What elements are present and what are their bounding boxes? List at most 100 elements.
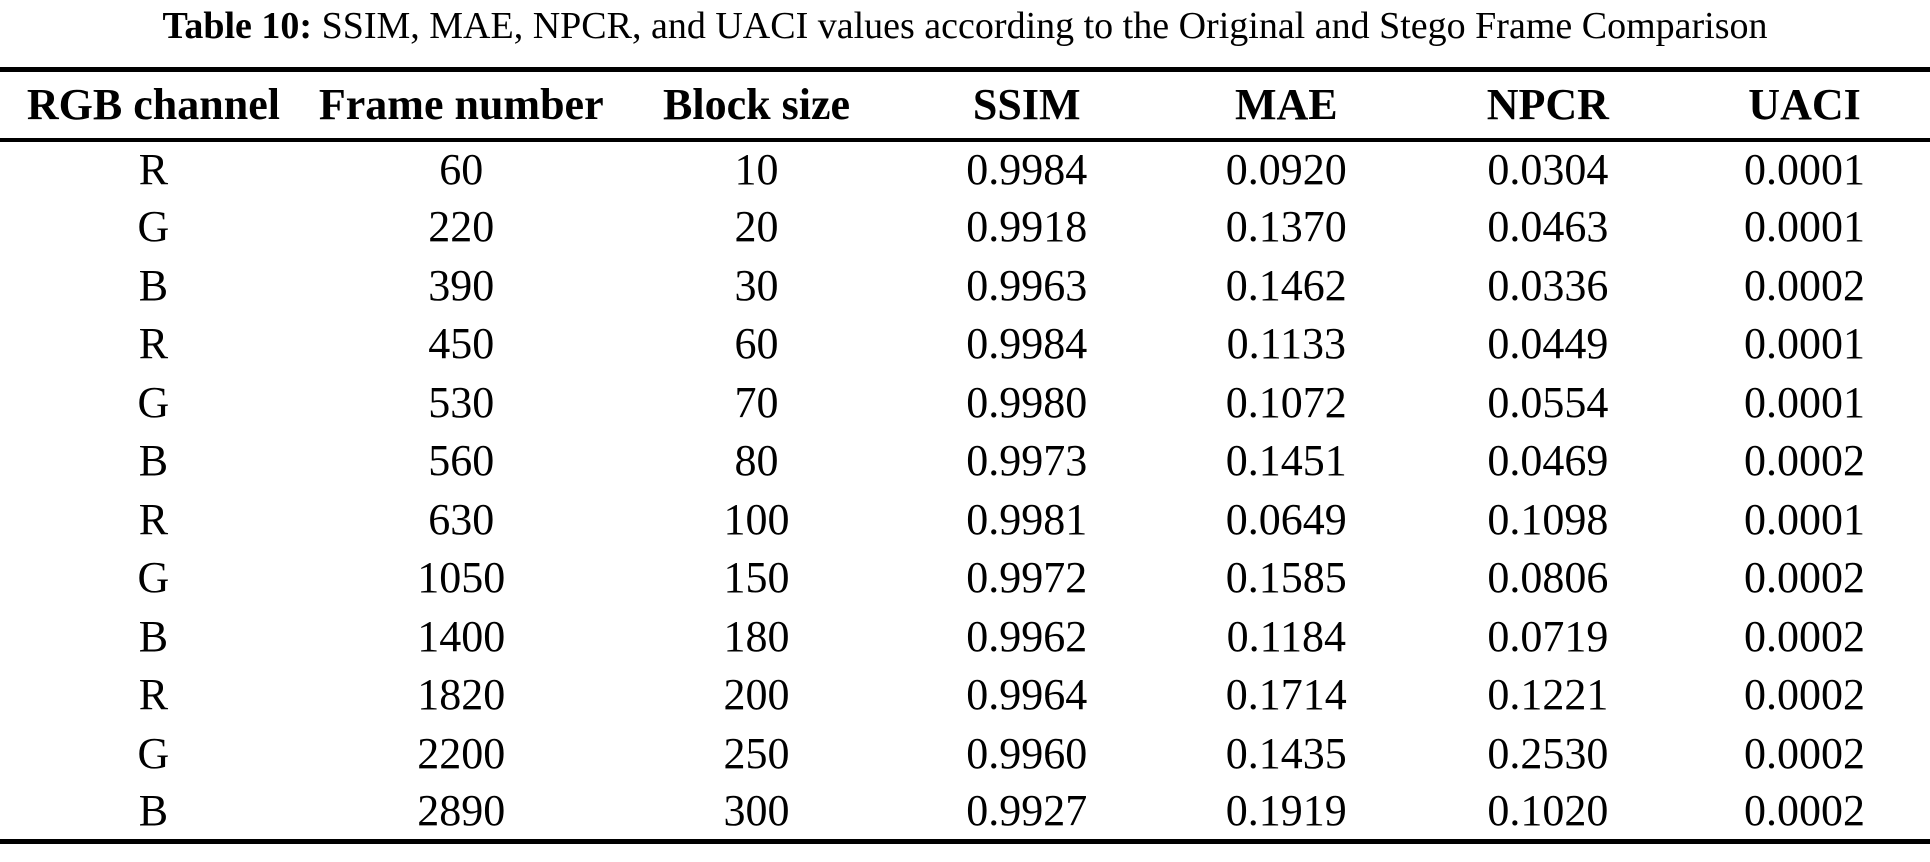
- table-cell: 0.9918: [966, 202, 1088, 252]
- table-row: G 530 70 0.9980 0.1072 0.0554 0.0001: [0, 374, 1930, 433]
- table-cell: 0.0002: [1744, 728, 1866, 778]
- table-cell: 0.1133: [1226, 319, 1346, 369]
- table-cell: G: [137, 377, 170, 427]
- table-cell: 150: [723, 553, 790, 603]
- table-cell: B: [138, 260, 169, 310]
- table-cell: 0.0002: [1744, 260, 1866, 310]
- table-cell: 200: [723, 670, 790, 720]
- table-cell: 80: [734, 436, 779, 486]
- table-cell: 560: [428, 436, 495, 486]
- table-cell: 100: [723, 494, 790, 544]
- table-row: G 220 20 0.9918 0.1370 0.0463 0.0001: [0, 198, 1930, 257]
- table-row: G 2200 250 0.9960 0.1435 0.2530 0.0002: [0, 725, 1930, 784]
- header-cell: Block size: [663, 79, 851, 129]
- table-cell: 630: [428, 494, 495, 544]
- table-cell: 530: [428, 377, 495, 427]
- table-cell: 0.1098: [1487, 494, 1609, 544]
- table-cell: 0.0449: [1487, 319, 1609, 369]
- table-cell: 2200: [417, 728, 506, 778]
- table-cell: 0.1585: [1225, 553, 1347, 603]
- table-cell: R: [138, 144, 169, 194]
- table-cell: 0.1184: [1226, 611, 1346, 661]
- header-cell: RGB channel: [26, 79, 280, 129]
- table-cell: 1400: [417, 611, 506, 661]
- header-cell: SSIM: [972, 79, 1081, 129]
- table-cell: 70: [734, 377, 779, 427]
- table-cell: 0.9984: [966, 144, 1088, 194]
- table-cell: 180: [723, 611, 790, 661]
- table-cell: 2890: [417, 786, 506, 835]
- table-cell: 0.0002: [1744, 786, 1866, 835]
- table-cell: 390: [428, 260, 495, 310]
- table-cell: R: [138, 494, 169, 544]
- table-cell: 0.9962: [966, 611, 1088, 661]
- table-cell: 20: [734, 202, 779, 252]
- table-cell: 0.9973: [966, 436, 1088, 486]
- caption-label: Table 10:: [162, 5, 313, 47]
- table-cell: G: [137, 728, 170, 778]
- table-cell: R: [138, 670, 169, 720]
- table-row: B 1400 180 0.9962 0.1184 0.0719 0.0002: [0, 608, 1930, 667]
- table-cell: 0.0002: [1744, 670, 1866, 720]
- table-cell: 0.0001: [1744, 494, 1866, 544]
- table-cell: 0.1919: [1225, 786, 1347, 835]
- table-cell: 0.1714: [1225, 670, 1347, 720]
- table-cell: 0.0002: [1744, 553, 1866, 603]
- table-cell: 0.9980: [966, 377, 1088, 427]
- table-row: R 60 10 0.9984 0.0920 0.0304 0.0001: [0, 140, 1930, 199]
- table-cell: 0.0649: [1225, 494, 1347, 544]
- table-row: R 450 60 0.9984 0.1133 0.0449 0.0001: [0, 315, 1930, 374]
- table-cell: 0.0920: [1225, 144, 1347, 194]
- table-cell: 300: [723, 786, 790, 835]
- table-cell: 0.0001: [1744, 144, 1866, 194]
- table-cell: 250: [723, 728, 790, 778]
- table-cell: 30: [734, 260, 779, 310]
- table-cell: 0.0304: [1487, 144, 1609, 194]
- table-cell: 0.0002: [1744, 436, 1866, 486]
- table-cell: 450: [428, 319, 495, 369]
- table-row: B 390 30 0.9963 0.1462 0.0336 0.0002: [0, 257, 1930, 316]
- table-cell: 0.0002: [1744, 611, 1866, 661]
- table-cell: G: [137, 553, 170, 603]
- table-cell: 0.1020: [1487, 786, 1609, 835]
- table-body: R 60 10 0.9984 0.0920 0.0304 0.0001 G 220 20 0.991…: [0, 140, 1930, 842]
- table-cell: 0.1435: [1225, 728, 1347, 778]
- table-cell: 220: [428, 202, 495, 252]
- table-cell: 60: [734, 319, 779, 369]
- table-cell: 0.1072: [1225, 377, 1347, 427]
- table-cell: 0.1370: [1225, 202, 1347, 252]
- table-cell: 0.0719: [1487, 611, 1609, 661]
- table-cell: 1050: [417, 553, 506, 603]
- table-cell: 0.1462: [1225, 260, 1347, 310]
- table-cell: 0.9972: [966, 553, 1088, 603]
- table-cell: 0.0806: [1487, 553, 1609, 603]
- table-row: B 560 80 0.9973 0.1451 0.0469 0.0002: [0, 432, 1930, 491]
- table-caption: Table 10: SSIM, MAE, NPCR, and UACI valu…: [0, 0, 1930, 49]
- table-cell: 0.9960: [966, 728, 1088, 778]
- table-cell: R: [138, 319, 169, 369]
- header-cell: NPCR: [1486, 79, 1609, 129]
- table-cell: 0.9964: [966, 670, 1088, 720]
- header-cell: UACI: [1748, 79, 1861, 129]
- table-cell: G: [137, 202, 170, 252]
- table-header: RGB channel Frame number Block size SSIM MAE…: [0, 70, 1930, 140]
- table-cell: 0.0463: [1487, 202, 1609, 252]
- table-cell: 0.0554: [1487, 377, 1609, 427]
- table-row: G 1050 150 0.9972 0.1585 0.0806 0.0002: [0, 549, 1930, 608]
- table-row: B 2890 300 0.9927 0.1919 0.1020 0.0002: [0, 783, 1930, 842]
- header-cell: MAE: [1234, 79, 1338, 129]
- table-cell: 0.9981: [966, 494, 1088, 544]
- table-cell: 0.2530: [1487, 728, 1609, 778]
- table-cell: 0.9963: [966, 260, 1088, 310]
- caption-text: SSIM, MAE, NPCR, and UACI values accordi…: [312, 5, 1768, 47]
- table-row: R 630 100 0.9981 0.0649 0.1098 0.0001: [0, 491, 1930, 550]
- table-cell: B: [138, 436, 169, 486]
- table-cell: 0.0001: [1744, 377, 1866, 427]
- table-cell: 1820: [417, 670, 506, 720]
- header-cell: Frame number: [318, 79, 604, 129]
- table-row: R 1820 200 0.9964 0.1714 0.1221 0.0002: [0, 666, 1930, 725]
- table-cell: 0.0001: [1744, 319, 1866, 369]
- table-cell: 0.1221: [1487, 670, 1609, 720]
- table-cell: 0.1451: [1225, 436, 1347, 486]
